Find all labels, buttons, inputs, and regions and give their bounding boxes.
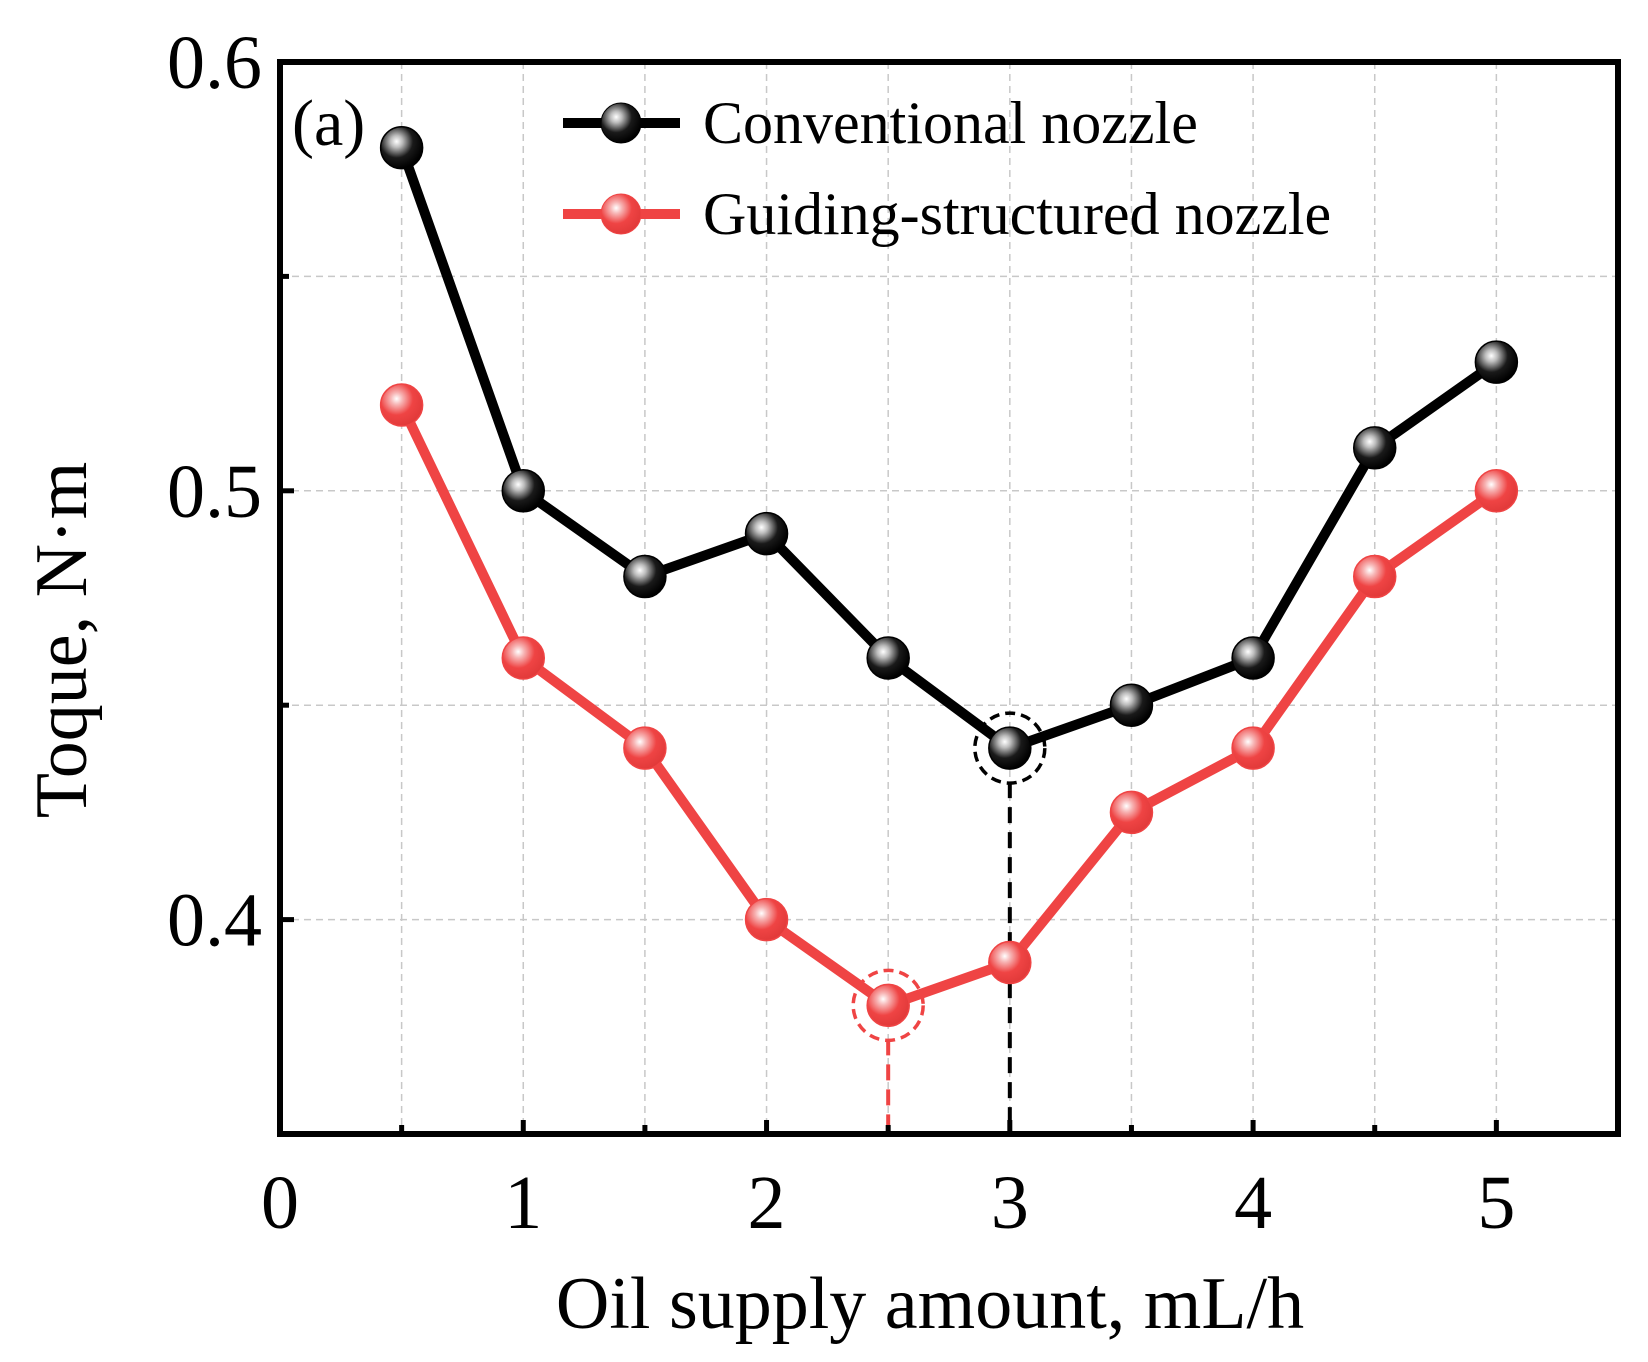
y-tick-label: 0.4 xyxy=(167,879,262,963)
plot-frame xyxy=(277,59,1621,1137)
data-point-series-0 xyxy=(866,636,910,680)
y-tick-label: 0.6 xyxy=(167,21,262,105)
x-tick-label: 0 xyxy=(261,1161,299,1245)
x-tick-label: 3 xyxy=(991,1161,1029,1245)
data-point-series-1 xyxy=(1474,469,1519,513)
x-tick-label: 5 xyxy=(1477,1161,1515,1245)
legend: Conventional nozzle Guiding-structured n… xyxy=(563,90,1331,247)
axes: 0 1 2 3 4 5 0.4 0.5 0.6 xyxy=(167,21,1621,1245)
data-series xyxy=(379,126,1519,1028)
x-tick-label: 2 xyxy=(748,1161,786,1245)
legend-marker-conventional xyxy=(600,102,642,144)
y-tick-label: 0.5 xyxy=(167,450,262,534)
x-tick-label: 1 xyxy=(504,1161,542,1245)
data-point-series-0 xyxy=(1109,683,1154,727)
data-point-series-1 xyxy=(1352,554,1397,599)
data-point-series-0 xyxy=(623,554,667,599)
legend-label-conventional: Conventional nozzle xyxy=(703,90,1198,156)
series-line-1 xyxy=(396,400,1502,1011)
data-point-series-1 xyxy=(1109,790,1154,835)
x-tick-label: 4 xyxy=(1234,1161,1272,1245)
data-point-series-1 xyxy=(1231,726,1275,770)
minimum-highlight-circle xyxy=(973,711,1047,785)
data-point-series-0 xyxy=(744,511,789,556)
data-point-series-1 xyxy=(623,726,667,770)
data-point-series-0 xyxy=(379,126,424,170)
x-axis-title: Oil supply amount, mL/h xyxy=(556,1263,1304,1345)
data-point-series-0 xyxy=(988,726,1032,770)
legend-marker-guiding xyxy=(600,193,642,235)
data-point-series-1 xyxy=(988,940,1032,985)
data-point-series-0 xyxy=(501,469,546,513)
data-point-series-1 xyxy=(866,983,910,1028)
minimum-highlight-circle xyxy=(851,968,925,1043)
data-point-series-0 xyxy=(1352,426,1397,470)
data-point-series-0 xyxy=(1231,636,1275,680)
minimum-guides xyxy=(851,711,1047,1134)
data-point-series-1 xyxy=(379,383,424,427)
panel-label: (a) xyxy=(292,87,365,160)
data-point-series-0 xyxy=(1474,340,1519,384)
data-point-series-1 xyxy=(501,636,546,680)
data-point-series-1 xyxy=(744,897,789,942)
series-line-0 xyxy=(396,142,1502,754)
legend-label-guiding: Guiding-structured nozzle xyxy=(703,181,1331,247)
y-axis-title: Toque, N·m xyxy=(21,462,103,819)
